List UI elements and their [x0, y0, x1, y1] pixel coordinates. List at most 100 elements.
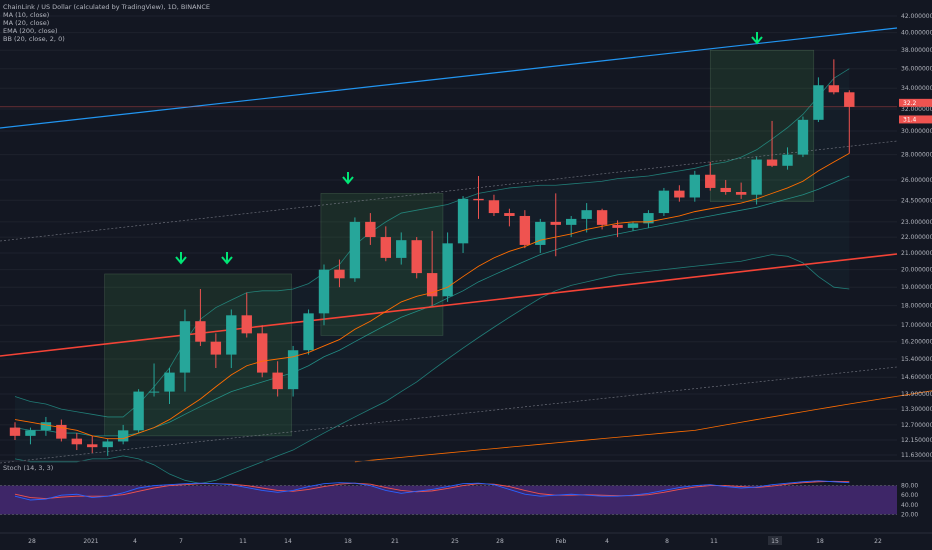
price-tag: 32.2 — [899, 98, 932, 107]
candle — [210, 333, 222, 369]
candle — [473, 176, 484, 219]
date-axis-label: 11 — [710, 538, 718, 545]
candle — [658, 187, 670, 216]
candle-body — [117, 430, 129, 442]
price-axis-label: 17.00000000 — [901, 322, 932, 329]
candle — [396, 232, 407, 265]
candle-body — [550, 221, 561, 225]
candle-body — [56, 424, 67, 439]
candle-body — [797, 119, 809, 155]
highlight-zone — [320, 193, 444, 336]
price-axis-label: 28.00000000 — [901, 152, 932, 159]
down-arrow-icon — [342, 172, 354, 185]
channel-top-line — [0, 27, 898, 129]
candle — [550, 193, 561, 257]
candle — [25, 427, 36, 445]
candle-body — [148, 391, 160, 393]
price-axis-label: 13.30000000 — [901, 406, 932, 413]
candle — [782, 147, 793, 170]
candle — [148, 363, 160, 397]
candle — [411, 237, 422, 279]
candle-body — [133, 391, 144, 431]
candle — [303, 309, 314, 355]
price-axis-label: 30.00000000 — [901, 128, 932, 135]
candle — [71, 433, 82, 451]
down-arrow-icon — [221, 252, 233, 265]
candle — [102, 438, 113, 456]
candle — [797, 116, 809, 158]
stoch-axis-label: 40.00 — [901, 502, 918, 509]
candle-body — [766, 159, 778, 166]
date-axis-label: 25 — [451, 538, 459, 545]
candle — [751, 157, 762, 205]
stoch-axis-label: 80.00 — [901, 483, 918, 490]
candle-body — [473, 198, 484, 201]
ma10-line — [14, 153, 850, 440]
date-axis-label: 14 — [284, 538, 292, 545]
symbol-title: ChainLink / US Dollar (calculated by Tra… — [3, 3, 211, 11]
candle — [241, 292, 252, 338]
price-axis-label: 22.00000000 — [901, 234, 932, 241]
candle — [226, 309, 237, 369]
candle-body — [844, 92, 855, 107]
candle — [334, 259, 345, 288]
candle — [457, 196, 469, 253]
candle-body — [87, 444, 98, 448]
arrow-head — [221, 256, 233, 265]
bb-lower-line — [14, 254, 850, 484]
channel-mid-line — [0, 140, 898, 242]
price-axis-label: 32.00000000 — [901, 106, 932, 113]
candle-body — [40, 422, 52, 431]
stoch-k-line — [14, 480, 850, 501]
candle — [365, 213, 376, 245]
stoch-axis-label: 60.00 — [901, 492, 918, 499]
candle — [380, 226, 391, 262]
candle — [318, 264, 330, 326]
candle-body — [195, 321, 206, 342]
candle-body — [627, 223, 639, 228]
candle — [87, 435, 98, 453]
candle — [674, 185, 685, 202]
candle — [164, 368, 175, 405]
candle-body — [488, 200, 500, 214]
date-axis-label: 28 — [28, 538, 36, 545]
ema200-line — [354, 390, 932, 463]
candle — [828, 59, 840, 95]
candle-body — [720, 187, 731, 192]
date-axis-label: 2021 — [83, 538, 98, 545]
candle-body — [25, 430, 36, 436]
price-tag-bg — [899, 115, 932, 124]
arrow-head — [751, 36, 763, 45]
candle-body — [689, 174, 700, 198]
legend-ema200: EMA (200, close) — [3, 27, 58, 35]
candle — [40, 416, 52, 436]
price-axis-label: 14.60000000 — [901, 374, 932, 381]
candle-body — [457, 198, 469, 244]
date-axis-label: 18 — [344, 538, 352, 545]
candle-body — [813, 85, 824, 120]
candle-body — [257, 333, 268, 373]
candle — [519, 210, 531, 249]
candle-body — [241, 315, 252, 334]
candle-body — [596, 210, 608, 225]
candle — [349, 217, 361, 282]
arrow-head — [342, 176, 354, 185]
date-axis-label: 8 — [665, 538, 669, 545]
legend-ma10: MA (10, close) — [3, 11, 50, 19]
date-axis-label: 28 — [496, 538, 504, 545]
candle-body — [658, 190, 670, 214]
legend-ma20: MA (20, close) — [3, 19, 50, 27]
candle — [117, 424, 129, 445]
stoch-legend: Stoch (14, 3, 3) — [3, 464, 54, 472]
price-tag-bg — [899, 98, 932, 107]
candle — [488, 194, 500, 216]
date-axis-label: Feb — [556, 538, 567, 545]
candle — [287, 345, 299, 397]
price-axis-label: 13.90000000 — [901, 391, 932, 398]
candle — [813, 77, 824, 123]
candle-body — [9, 427, 21, 436]
candle-body — [380, 237, 391, 258]
down-arrow-icon — [175, 252, 187, 265]
candle — [56, 419, 67, 442]
